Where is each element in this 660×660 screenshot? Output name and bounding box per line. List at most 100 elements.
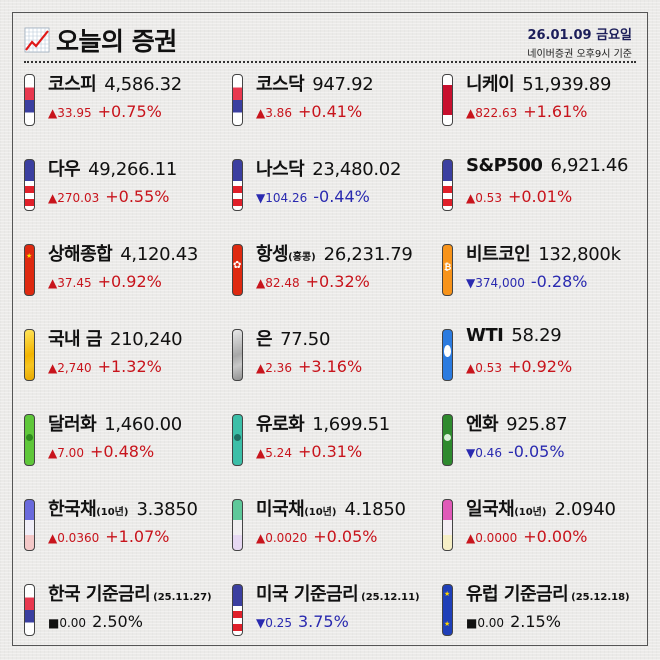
- item-delta: 2,740: [57, 361, 92, 375]
- item-pct: +0.41%: [297, 102, 363, 121]
- item-name: 달러화: [48, 414, 97, 435]
- item-value: 3.3850: [136, 499, 198, 520]
- header-title-group: 오늘의 증권: [24, 22, 177, 58]
- item-delta: 0.53: [475, 361, 502, 375]
- item-sub: (25.12.11): [361, 592, 420, 603]
- market-item-usd: 달러화 1,460.00 ▲ 7.00 +0.48%: [24, 410, 234, 482]
- item-delta: 0.46: [475, 446, 502, 460]
- item-pct: +0.75%: [97, 102, 162, 121]
- market-item-kosdaq: 코스닥 947.92 ▲ 3.86 +0.41%: [232, 70, 442, 142]
- korea-flag-icon: [24, 584, 35, 636]
- item-name: 니케이: [466, 74, 515, 95]
- item-pct: 3.75%: [297, 612, 349, 631]
- eu-flag-icon: ★ ★: [442, 584, 453, 636]
- rising-chart-icon: [24, 27, 50, 53]
- item-name: 한국채: [48, 499, 97, 520]
- us-flag-icon: [442, 159, 453, 211]
- us-flag-icon: [24, 159, 35, 211]
- japan-flag-icon: [442, 74, 453, 126]
- item-pct: +0.55%: [105, 187, 170, 206]
- item-name: 코스닥: [256, 74, 305, 95]
- item-name: 유로화: [256, 414, 305, 435]
- item-delta: 104.26: [265, 191, 308, 205]
- item-delta: 374,000: [475, 276, 525, 290]
- item-name: 한국 기준금리: [48, 584, 151, 605]
- item-pct: 2.15%: [510, 612, 561, 631]
- item-sub: (10년): [514, 507, 547, 518]
- header-divider: [24, 61, 636, 63]
- item-value: 77.50: [280, 329, 331, 350]
- item-pct: +0.92%: [507, 357, 573, 376]
- up-arrow-icon: ▲: [256, 531, 266, 545]
- korea-bond-icon: [24, 499, 35, 551]
- up-arrow-icon: ▲: [48, 446, 58, 460]
- item-name: 항셍: [256, 244, 289, 265]
- item-pct: +0.32%: [305, 272, 370, 291]
- item-name: 은: [256, 329, 273, 350]
- item-delta: 0.0360: [57, 531, 100, 545]
- item-delta: 37.45: [57, 276, 92, 290]
- item-value: 210,240: [109, 329, 183, 350]
- page-title: 오늘의 증권: [56, 27, 177, 56]
- up-arrow-icon: ▲: [48, 531, 58, 545]
- item-value: 26,231.79: [323, 244, 413, 265]
- item-sub: (25.12.18): [571, 592, 630, 603]
- date-label: 26.01.09 금요일: [527, 28, 632, 43]
- item-name: 코스피: [48, 74, 97, 95]
- item-value: 1,460.00: [104, 414, 182, 435]
- item-name: 상해종합: [48, 244, 113, 265]
- market-item-bitcoin: ₿ 비트코인 132,800k ▼ 374,000 -0.28%: [442, 240, 652, 312]
- item-value: 23,480.02: [312, 159, 402, 180]
- item-pct: -0.28%: [530, 272, 588, 291]
- up-arrow-icon: ▲: [466, 106, 476, 120]
- up-arrow-icon: ▲: [466, 191, 476, 205]
- market-item-hangseng: ✿ 항셍 (홍콩) 26,231.79 ▲ 82.48 +0.32%: [232, 240, 442, 312]
- item-delta: 2.36: [265, 361, 292, 375]
- market-item-korea-rate: 한국 기준금리 (25.11.27) ■ 0.00 2.50%: [24, 580, 234, 652]
- market-item-japan-bond: 일국채 (10년) 2.0940 ▲ 0.0000 +0.00%: [442, 495, 652, 567]
- flat-square-icon: ■: [48, 616, 60, 630]
- item-delta: 270.03: [57, 191, 100, 205]
- market-item-kospi: 코스피 4,586.32 ▲ 33.95 +0.75%: [24, 70, 234, 142]
- us-bond-icon: [232, 499, 243, 551]
- item-pct: +0.00%: [523, 527, 588, 546]
- item-sub: (10년): [96, 507, 129, 518]
- item-name: 다우: [48, 159, 81, 180]
- item-delta: 82.48: [265, 276, 300, 290]
- bitcoin-icon: ₿: [442, 244, 453, 296]
- market-item-dow: 다우 49,266.11 ▲ 270.03 +0.55%: [24, 155, 234, 227]
- item-pct: +0.48%: [89, 442, 155, 461]
- item-name: 엔화: [466, 414, 499, 435]
- item-pct: +0.31%: [297, 442, 363, 461]
- item-delta: 0.25: [265, 616, 292, 630]
- item-pct: +0.01%: [507, 187, 573, 206]
- market-item-korea-bond: 한국채 (10년) 3.3850 ▲ 0.0360 +1.07%: [24, 495, 234, 567]
- market-item-us-bond: 미국채 (10년) 4.1850 ▲ 0.0020 +0.05%: [232, 495, 442, 567]
- source-label: 네이버증권 오후9시 기준: [527, 49, 632, 60]
- up-arrow-icon: ▲: [48, 191, 58, 205]
- item-pct: 2.50%: [92, 612, 143, 631]
- item-delta: 0.00: [59, 616, 87, 630]
- dollar-bill-icon: [24, 414, 35, 466]
- item-value: 6,921.46: [550, 155, 629, 176]
- market-item-eu-rate: ★ ★ 유럽 기준금리 (25.12.18) ■ 0.00 2.15%: [442, 580, 652, 652]
- market-item-us-rate: 미국 기준금리 (25.12.11) ▼ 0.25 3.75%: [232, 580, 442, 652]
- item-value: 1,699.51: [312, 414, 390, 435]
- item-pct: -0.44%: [313, 187, 370, 206]
- item-delta: 7.00: [57, 446, 84, 460]
- item-name: 비트코인: [466, 244, 531, 265]
- down-arrow-icon: ▼: [256, 616, 266, 630]
- item-value: 925.87: [506, 414, 568, 435]
- item-delta: 0.0000: [475, 531, 518, 545]
- market-item-sp500: S&P500 6,921.46 ▲ 0.53 +0.01%: [442, 155, 652, 227]
- item-name: 미국 기준금리: [256, 584, 359, 605]
- korea-flag-icon: [232, 74, 243, 126]
- item-name: 유럽 기준금리: [466, 584, 569, 605]
- item-pct: +0.05%: [313, 527, 378, 546]
- item-delta: 3.86: [265, 106, 292, 120]
- gold-bar-icon: [24, 329, 35, 381]
- up-arrow-icon: ▲: [256, 106, 266, 120]
- item-pct: +1.61%: [523, 102, 588, 121]
- up-arrow-icon: ▲: [48, 106, 58, 120]
- item-pct: -0.05%: [507, 442, 565, 461]
